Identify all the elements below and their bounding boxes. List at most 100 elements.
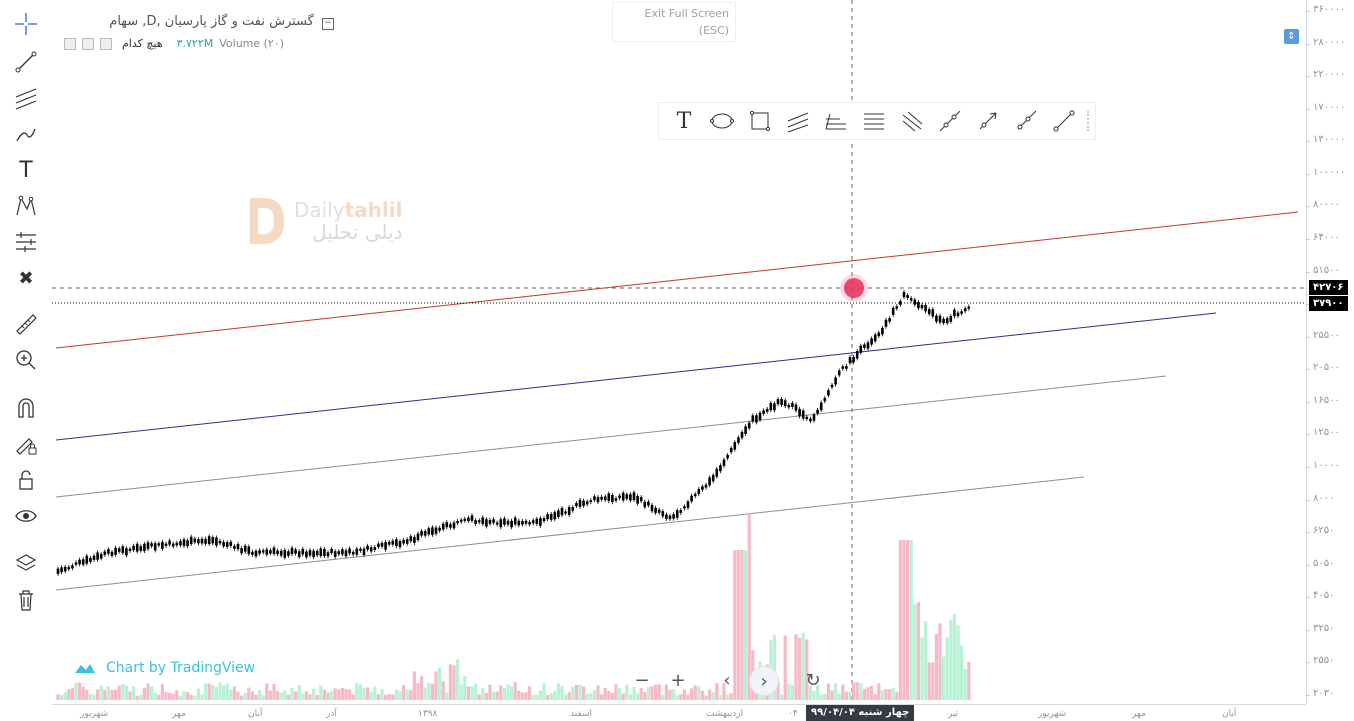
volume-bar [196, 688, 200, 700]
reset-chart-button[interactable]: ↻ [805, 669, 821, 691]
volume-bar [484, 692, 488, 700]
unlock-icon[interactable] [10, 464, 42, 496]
tradingview-brand[interactable]: Chart by TradingView [74, 660, 255, 676]
volume-bar [132, 686, 136, 700]
price-tick: ۲۸۰۰۰۰ [1305, 36, 1346, 48]
pitchfork-tool-icon[interactable] [893, 102, 931, 140]
volume-bar [391, 694, 395, 700]
symbol-legend[interactable]: − گسترش نفت و گاز پارسیان ,D, سهام [109, 14, 334, 30]
chart-pane[interactable] [52, 0, 1306, 704]
toolbar-drag-handle[interactable] [1087, 111, 1095, 131]
crosshair-icon[interactable] [10, 8, 42, 40]
volume-bar [456, 659, 460, 700]
volume-bar [697, 686, 701, 700]
volume-bar [805, 639, 809, 700]
remove-indicator-icon[interactable] [100, 37, 112, 50]
volume-bar [261, 695, 265, 700]
volume-bar [117, 685, 121, 700]
price-tick: ۵۰۵۰ [1305, 557, 1335, 569]
volume-bar [542, 683, 546, 700]
remove-icon[interactable]: ✖ [18, 267, 34, 289]
volume-bar [938, 623, 942, 700]
volume-bar [736, 550, 740, 700]
price-tick: ۱۰۰۰۰ [1306, 460, 1340, 471]
fib-retracement-icon[interactable] [817, 102, 855, 140]
prediction-icon[interactable] [10, 226, 42, 258]
watermark-logo: Dailytahlil دیلی تحلیل [246, 194, 402, 248]
volume-bar [668, 689, 672, 700]
time-axis[interactable]: چهار شنبه ۹۹/۰۴/۰۴ شهریور مهر آبان آذر ۱۳۹۸ ا… [52, 704, 1306, 721]
volume-bar [592, 689, 596, 700]
ray-icon[interactable] [1007, 102, 1045, 140]
extended-line-icon[interactable] [931, 102, 969, 140]
ma-label: هیچ کدام [122, 37, 163, 50]
price-tick: ۵۱۵۰۰ [1306, 264, 1340, 276]
text-icon[interactable]: T [19, 157, 33, 183]
volume-bar [477, 694, 481, 700]
volume-bar [531, 694, 535, 700]
volume-bar [420, 676, 424, 700]
segment-icon[interactable] [1045, 102, 1083, 140]
volume-value: ۳.۷۲۲M [176, 37, 214, 50]
volume-bar [344, 689, 348, 700]
volume-bar [178, 695, 182, 700]
volume-bar [384, 694, 388, 700]
volume-bar [675, 695, 679, 700]
volume-bar [733, 550, 737, 700]
ruler-icon[interactable] [10, 308, 42, 340]
scroll-right-button[interactable]: › [749, 666, 779, 696]
volume-bar [294, 691, 298, 700]
volume-bar [85, 689, 89, 700]
last-price-label: ۳۷۹۰۰ [1309, 296, 1348, 311]
volume-bar [524, 692, 528, 700]
rectangle-tool-icon[interactable] [741, 102, 779, 140]
text-tool-icon[interactable]: T [676, 108, 692, 134]
price-tick: ۸۰۰۰ [1305, 492, 1335, 504]
arrow-line-icon[interactable] [969, 102, 1007, 140]
ellipse-tool-icon[interactable] [703, 102, 741, 140]
volume-bar [106, 686, 110, 700]
pattern-icon[interactable] [10, 190, 42, 222]
magnet-icon[interactable] [10, 392, 42, 424]
collapse-legend-icon[interactable]: − [322, 18, 334, 30]
volume-bar [186, 692, 190, 700]
horizontal-lines-icon[interactable] [855, 102, 893, 140]
volume-bar [708, 689, 712, 700]
volume-bar [819, 694, 823, 700]
price-chart[interactable] [52, 0, 1306, 704]
volume-bar [301, 694, 305, 700]
volume-bar [830, 690, 834, 700]
zoom-out-button[interactable]: − [634, 669, 650, 691]
trend-line-icon[interactable] [10, 46, 42, 78]
volume-bar [488, 684, 492, 700]
zoom-in-icon[interactable] [10, 344, 42, 376]
volume-bar [438, 667, 442, 700]
settings-indicator-icon[interactable] [82, 37, 94, 50]
trash-icon[interactable] [10, 584, 42, 616]
layers-icon[interactable] [10, 548, 42, 580]
volume-bar [564, 694, 568, 700]
volume-bar [884, 688, 888, 700]
volume-bar [502, 688, 506, 700]
volume-bar [466, 686, 470, 700]
price-axis[interactable]: ۳۶۰۰۰۰ ۲۸۰۰۰۰ ۲۲۰۰۰۰ ۱۷۰۰۰۰ ۱۳۰۰۰۰ ۱۰۰۰۰۰ ۸۰۰۰… [1305, 0, 1354, 704]
volume-bar [776, 681, 780, 700]
volume-bar [355, 682, 359, 700]
pitchfork-icon[interactable] [10, 82, 42, 114]
volume-bar [434, 671, 438, 700]
scale-settings-icon[interactable]: ⇕ [1284, 29, 1299, 44]
lock-drawing-icon[interactable] [10, 428, 42, 460]
volume-bar [81, 686, 85, 700]
exit-fullscreen-button[interactable]: Exit Full Screen (ESC) [612, 2, 736, 42]
volume-bar [891, 687, 895, 700]
zoom-in-button[interactable]: + [670, 669, 686, 691]
volume-bar [290, 687, 294, 700]
scroll-left-button[interactable]: ‹ [723, 669, 731, 691]
hide-indicator-icon[interactable] [64, 37, 76, 50]
brush-icon[interactable] [10, 118, 42, 150]
eye-icon[interactable] [10, 500, 42, 532]
volume-bar [625, 684, 629, 700]
parallel-channel-icon[interactable] [779, 102, 817, 140]
volume-bar [142, 687, 146, 700]
volume-legend: هیچ کدام ۳.۷۲۲M Volume (۲۰) [64, 37, 284, 50]
